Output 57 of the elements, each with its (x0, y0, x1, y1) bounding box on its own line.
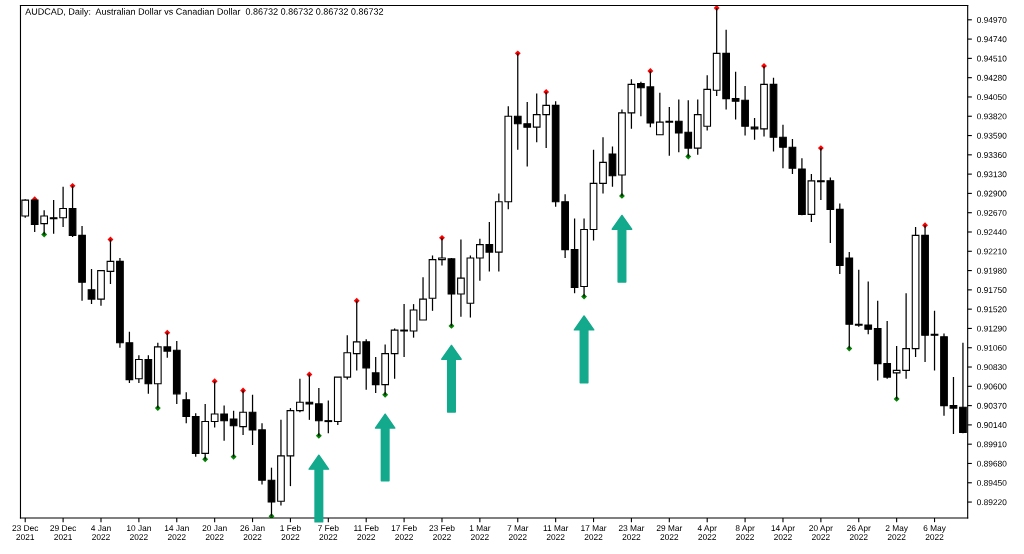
x-tick-label: 11 Mar 2022 (543, 525, 569, 541)
y-tick-label: 0.94050 (977, 94, 1007, 101)
y-tick-label: 0.89680 (977, 460, 1007, 467)
x-tick-label: 17 Mar 2022 (581, 525, 607, 541)
x-tick-label: 11 Feb 2022 (354, 524, 379, 541)
candlestick (930, 310, 939, 372)
x-tick-label: 14 Jan 2022 (164, 525, 189, 541)
y-tick-label: 0.90830 (977, 364, 1007, 371)
y-tick-label: 0.90140 (977, 422, 1007, 428)
x-tick-label: 23 Feb 2022 (429, 524, 455, 541)
x-tick-label: 6 May 2022 (923, 525, 946, 541)
y-tick-label: 0.91750 (977, 287, 1007, 293)
x-tick-label: 1 Mar 2022 (469, 525, 491, 541)
y-tick-label: 0.93130 (977, 171, 1007, 178)
candlestick (182, 391, 191, 424)
x-tick-label: 7 Feb 2022 (318, 524, 339, 541)
x-tick-label: 10 Jan 2022 (127, 525, 151, 541)
x-tick-label: 26 Apr 2022 (847, 525, 871, 541)
y-tick-label: 0.89220 (977, 499, 1007, 506)
candlestick (949, 376, 958, 435)
y-tick-label: 0.90600 (977, 383, 1007, 390)
y-tick-label: 0.91060 (977, 344, 1007, 351)
y-tick-label: 0.91520 (977, 306, 1007, 313)
x-tick-label: 17 Feb 2022 (391, 524, 417, 541)
y-tick-label: 0.92440 (977, 229, 1007, 236)
x-tick-label: 8 Apr 2022 (735, 525, 755, 541)
x-tick-label: 29 Mar 2022 (656, 525, 683, 541)
y-tick-label: 0.94280 (977, 74, 1007, 81)
x-tick-label: 4 Jan 2022 (90, 525, 111, 541)
x-tick-label: 26 Jan 2022 (240, 525, 265, 541)
y-tick-label: 0.94740 (977, 36, 1007, 43)
y-tick-label: 0.91980 (977, 267, 1007, 274)
y-tick-label: 0.93590 (977, 132, 1007, 139)
x-tick-label: 1 Feb 2022 (280, 524, 301, 541)
y-tick-label: 0.94970 (977, 17, 1007, 23)
y-tick-label: 0.93360 (977, 152, 1007, 158)
x-tick-label: 2 May 2022 (885, 525, 908, 541)
y-tick-label: 0.92900 (977, 190, 1007, 197)
y-tick-label: 0.89910 (977, 441, 1007, 448)
y-tick-label: 0.89450 (977, 479, 1007, 486)
x-tick-label: 29 Dec 2021 (50, 525, 77, 541)
y-tick-label: 0.94510 (977, 55, 1007, 62)
x-tick-label: 20 Jan 2022 (202, 525, 227, 541)
x-tick-label: 20 Apr 2022 (809, 525, 833, 541)
y-tick-label: 0.90370 (977, 402, 1007, 409)
candlestick (608, 145, 617, 188)
x-tick-label: 4 Apr 2022 (697, 525, 717, 541)
candlestick (87, 268, 96, 305)
y-tick-label: 0.93820 (977, 113, 1007, 120)
y-tick-label: 0.92210 (977, 248, 1007, 255)
x-tick-label: 23 Mar 2022 (618, 525, 645, 541)
x-tick-label: 7 Mar 2022 (507, 525, 529, 541)
chart-title: AUDCAD, Daily: Australian Dollar vs Canadian Dollar 0.86732 0.86732 0.86732 0.86732 (25, 8, 384, 17)
x-tick-label: 23 Dec 2021 (12, 525, 39, 541)
y-tick-label: 0.92670 (977, 209, 1007, 216)
y-tick-label: 0.91290 (977, 325, 1007, 332)
x-tick-label: 14 Apr 2022 (771, 525, 795, 541)
